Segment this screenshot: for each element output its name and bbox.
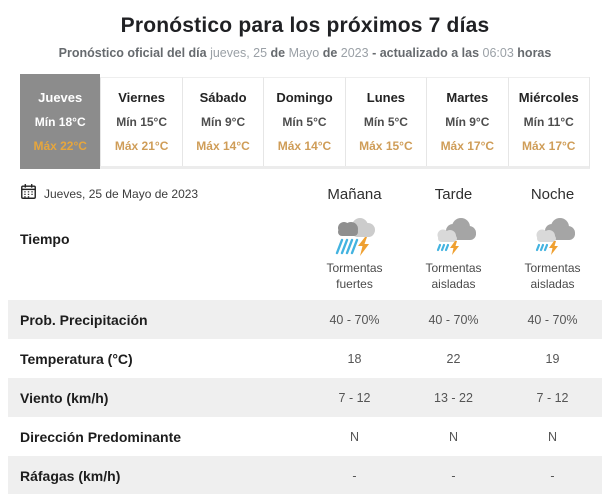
day-min-temp: Mín 18°C <box>34 115 86 129</box>
column-header-tarde: Tarde <box>434 185 473 203</box>
day-name: Sábado <box>199 90 247 105</box>
weather-cell-tarde: Tormentas aisladas <box>404 215 503 292</box>
day-max-temp: Máx 14°C <box>277 139 332 153</box>
day-max-temp: Máx 17°C <box>440 139 495 153</box>
storm-isolated-icon <box>436 218 476 255</box>
cell-value: N <box>349 429 360 444</box>
day-max-temp: Máx 15°C <box>359 139 413 153</box>
weather-cell-manana: Tormentas fuertes <box>305 215 404 292</box>
day-card-viernes[interactable]: Viernes Mín 15°C Máx 21°C <box>100 77 182 166</box>
page-title: Pronóstico para los próximos 7 días <box>120 14 490 37</box>
forecast-subtitle: Pronóstico oficial del día jueves, 25 de… <box>0 46 610 60</box>
day-selector-strip: Jueves Mín 18°C Máx 22°C Viernes Mín 15°… <box>20 74 590 169</box>
day-min-temp: Mín 5°C <box>363 115 408 129</box>
day-card-jueves[interactable]: Jueves Mín 18°C Máx 22°C <box>20 74 101 169</box>
weather-caption: Tormentas fuertes <box>326 261 383 292</box>
cell-value: 7 - 12 <box>338 390 371 405</box>
day-card-domingo[interactable]: Domingo Mín 5°C Máx 14°C <box>263 77 345 166</box>
day-card-lunes[interactable]: Lunes Mín 5°C Máx 15°C <box>344 77 427 166</box>
day-card-sabado[interactable]: Sábado Mín 9°C Máx 14°C <box>181 77 264 166</box>
weather-cell-noche: Tormentas aisladas <box>503 215 602 292</box>
subtitle-segment: jueves, 25 <box>210 46 268 60</box>
day-max-temp: Máx 14°C <box>196 139 250 153</box>
storm-isolated-icon <box>535 218 575 255</box>
table-row-precipitation: Prob. Precipitación 40 - 70% 40 - 70% 40… <box>8 300 602 340</box>
day-min-temp: Mín 5°C <box>282 115 327 129</box>
day-name: Jueves <box>38 90 83 105</box>
subtitle-segment: de <box>322 46 338 60</box>
subtitle-segment: horas <box>517 46 552 60</box>
day-min-temp: Mín 11°C <box>523 115 574 129</box>
table-row-gusts: Ráfagas (km/h) - - - <box>8 456 602 494</box>
table-row-wind-direction: Dirección Predominante N N N <box>8 417 602 456</box>
day-name: Domingo <box>276 90 333 105</box>
selected-date: Jueves, 25 de Mayo de 2023 <box>8 183 305 205</box>
subtitle-segment: Mayo <box>288 46 320 60</box>
subtitle-segment: de <box>270 46 286 60</box>
column-header-noche: Noche <box>530 185 575 203</box>
cell-value: 40 - 70% <box>527 312 578 327</box>
column-header-manana: Mañana <box>327 185 382 203</box>
day-min-temp: Mín 15°C <box>116 115 168 129</box>
day-name: Viernes <box>118 90 165 105</box>
calendar-icon <box>20 183 37 205</box>
row-label: Ráfagas (km/h) <box>20 467 121 484</box>
day-card-miercoles[interactable]: Miércoles Mín 11°C Máx 17°C <box>507 77 589 166</box>
cell-value: 13 - 22 <box>434 390 473 405</box>
cell-value: 40 - 70% <box>428 312 479 327</box>
row-label-tiempo: Tiempo <box>20 231 70 247</box>
weather-condition-row: Tiempo <box>8 209 602 300</box>
cell-value: 18 <box>347 351 362 366</box>
day-card-martes[interactable]: Martes Mín 9°C Máx 17°C <box>426 77 508 166</box>
day-name: Martes <box>446 90 489 105</box>
subtitle-segment: 2023 <box>340 46 369 60</box>
subtitle-segment: Pronóstico oficial del día <box>58 46 207 60</box>
table-row-wind: Viento (km/h) 7 - 12 13 - 22 7 - 12 <box>8 378 602 418</box>
subtitle-segment: 06:03 <box>482 46 514 60</box>
forecast-detail-section: Jueves, 25 de Mayo de 2023 Mañana Tarde … <box>8 179 602 494</box>
cell-value: - <box>451 468 456 483</box>
row-label: Dirección Predominante <box>20 428 182 445</box>
day-max-temp: Máx 17°C <box>521 139 576 153</box>
day-name: Miércoles <box>518 90 579 105</box>
cell-value: N <box>448 429 459 444</box>
storm-heavy-icon <box>335 218 375 256</box>
day-min-temp: Mín 9°C <box>445 115 490 129</box>
day-max-temp: Máx 21°C <box>114 139 169 153</box>
day-max-temp: Máx 22°C <box>33 139 87 153</box>
row-label: Temperatura (°C) <box>20 350 133 367</box>
cell-value: - <box>352 468 357 483</box>
cell-value: 7 - 12 <box>536 390 569 405</box>
cell-value: N <box>547 429 558 444</box>
subtitle-segment: - actualizado a las <box>372 46 480 60</box>
cell-value: 22 <box>446 351 461 366</box>
row-label: Prob. Precipitación <box>20 311 148 328</box>
table-row-temperature: Temperatura (°C) 18 22 19 <box>8 339 602 378</box>
selected-date-label: Jueves, 25 de Mayo de 2023 <box>44 187 199 201</box>
day-min-temp: Mín 9°C <box>200 115 246 129</box>
cell-value: 40 - 70% <box>329 312 380 327</box>
row-label: Viento (km/h) <box>20 389 109 406</box>
cell-value: - <box>550 468 555 483</box>
weather-caption: Tormentas aisladas <box>425 261 482 292</box>
day-name: Lunes <box>366 90 406 105</box>
weather-caption: Tormentas aisladas <box>524 261 581 292</box>
detail-header-row: Jueves, 25 de Mayo de 2023 Mañana Tarde … <box>8 179 602 209</box>
cell-value: 19 <box>545 351 560 366</box>
